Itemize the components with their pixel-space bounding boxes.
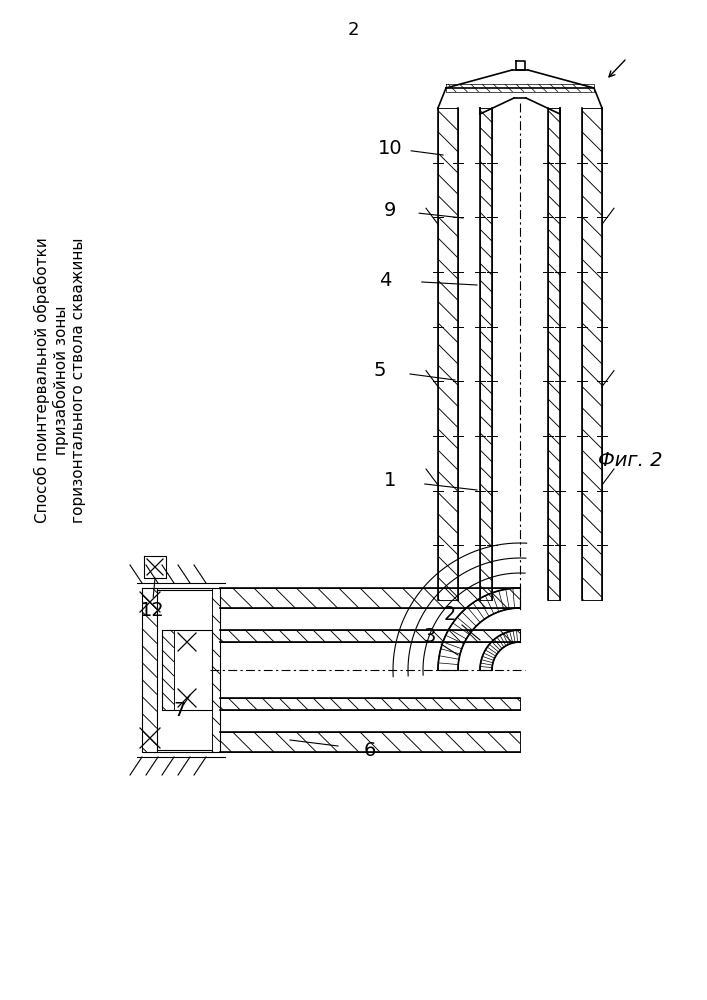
Polygon shape xyxy=(438,108,458,600)
Polygon shape xyxy=(220,630,520,642)
Text: 1: 1 xyxy=(384,471,396,489)
Text: 2: 2 xyxy=(444,605,456,624)
Polygon shape xyxy=(548,108,560,600)
Text: Способ поинтервальной обработки
призабойной зоны
горизонтального ствола скважины: Способ поинтервальной обработки призабой… xyxy=(34,237,86,523)
Text: 12: 12 xyxy=(139,600,164,619)
Polygon shape xyxy=(480,108,492,600)
Polygon shape xyxy=(220,698,520,710)
Text: 2: 2 xyxy=(348,21,359,39)
Polygon shape xyxy=(212,588,220,752)
Text: 3: 3 xyxy=(423,628,436,647)
Text: 6: 6 xyxy=(364,740,376,760)
Polygon shape xyxy=(446,84,594,92)
Polygon shape xyxy=(582,108,602,600)
Polygon shape xyxy=(220,588,520,608)
Polygon shape xyxy=(480,630,520,670)
Text: 10: 10 xyxy=(378,138,402,157)
Text: 5: 5 xyxy=(374,360,386,379)
Text: Фиг. 2: Фиг. 2 xyxy=(597,450,662,470)
Text: 4: 4 xyxy=(379,270,391,290)
Polygon shape xyxy=(438,588,520,670)
Polygon shape xyxy=(162,630,174,710)
Text: 9: 9 xyxy=(384,200,396,220)
Polygon shape xyxy=(142,588,157,752)
Text: 7: 7 xyxy=(174,700,186,720)
Polygon shape xyxy=(220,732,520,752)
